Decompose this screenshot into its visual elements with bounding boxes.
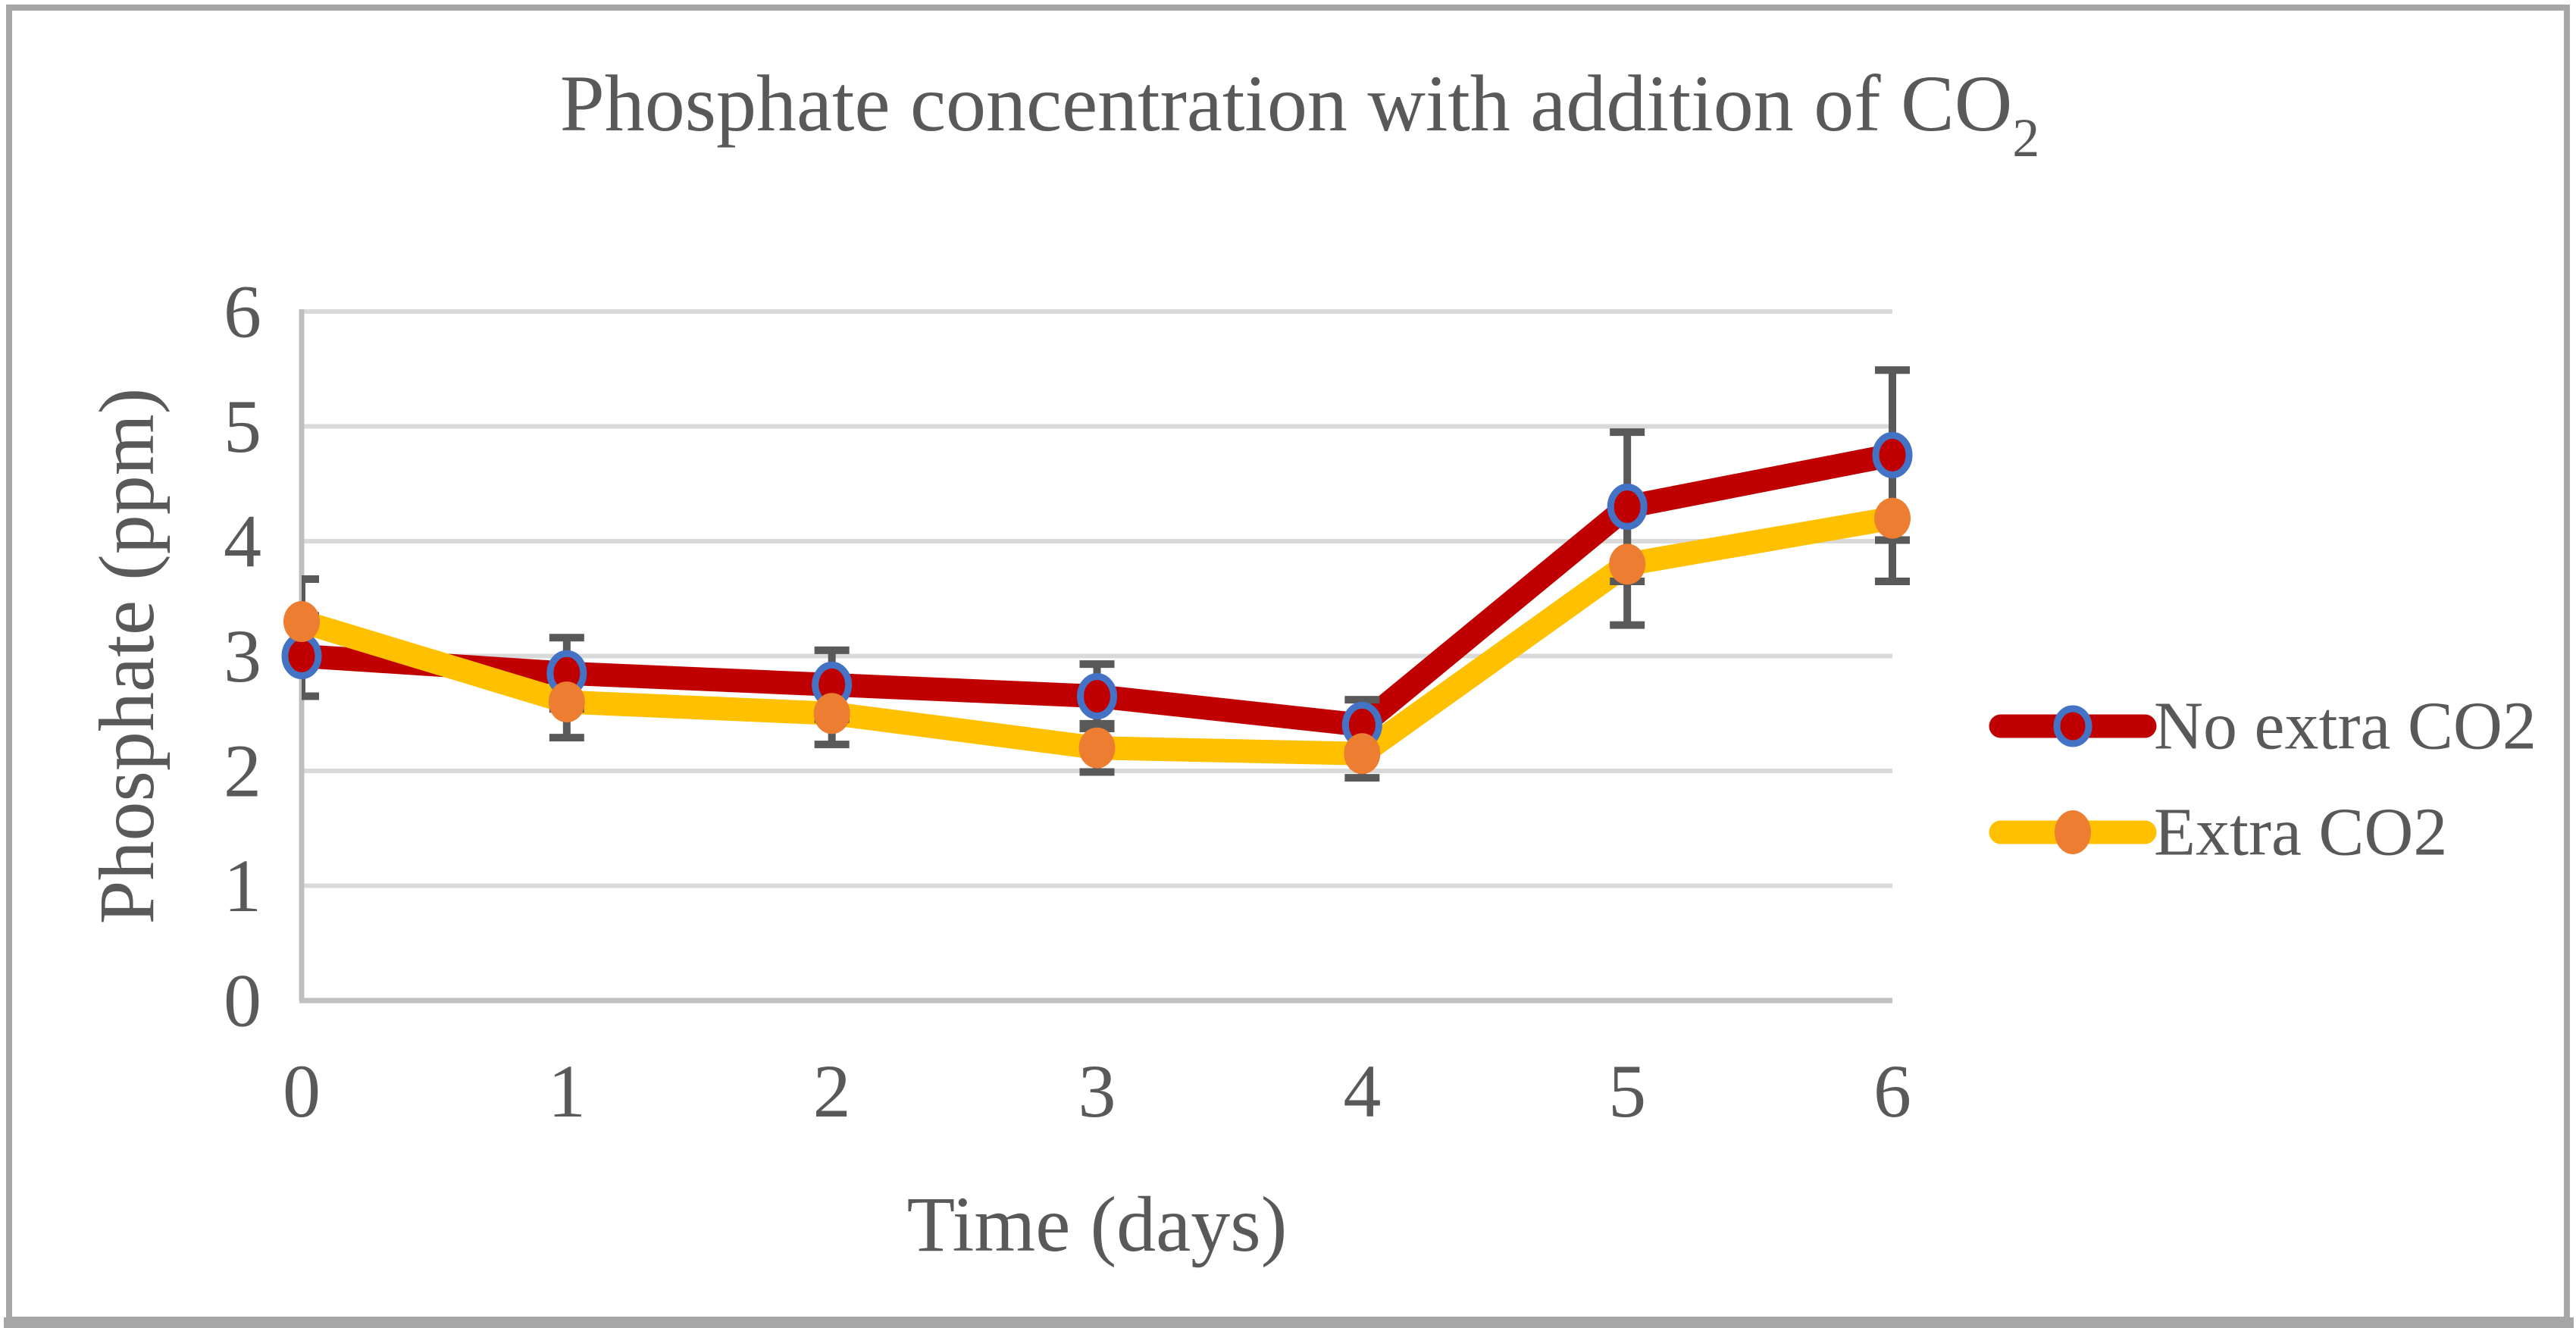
x-tick-label: 2 bbox=[813, 1049, 851, 1133]
chart-title-text: Phosphate concentration with addition of… bbox=[560, 59, 2040, 168]
legend: No extra CO2 Extra CO2 bbox=[1989, 689, 2537, 870]
data-marker-ringed bbox=[1607, 484, 1648, 531]
y-tick-label: 2 bbox=[224, 729, 261, 813]
data-marker-solid bbox=[1344, 733, 1381, 775]
legend-marker-solid bbox=[2055, 810, 2091, 854]
legend-marker-ringed bbox=[2053, 705, 2092, 747]
axis-titles: Time (days) Phosphate (ppm) bbox=[83, 388, 1287, 1268]
x-tick-label: 3 bbox=[1078, 1049, 1116, 1133]
legend-label: Extra CO2 bbox=[2154, 795, 2447, 870]
y-axis-title: Phosphate (ppm) bbox=[83, 388, 171, 925]
data-marker-solid bbox=[283, 601, 320, 643]
x-tick-label: 6 bbox=[1873, 1049, 1911, 1133]
legend-label: No extra CO2 bbox=[2154, 689, 2537, 764]
gridlines bbox=[302, 309, 1892, 888]
data-marker-ringed bbox=[281, 633, 322, 679]
y-tick-label: 4 bbox=[224, 500, 261, 584]
x-tick-label: 1 bbox=[548, 1049, 586, 1133]
data-marker-solid bbox=[1609, 543, 1646, 585]
data-marker-solid bbox=[548, 681, 585, 723]
legend-item-no-extra-co2: No extra CO2 bbox=[1989, 689, 2537, 764]
data-marker-solid bbox=[1078, 727, 1116, 769]
chart-title: Phosphate concentration with addition of… bbox=[560, 59, 2040, 168]
data-marker-ringed bbox=[1872, 431, 1913, 478]
x-axis-title: Time (days) bbox=[907, 1181, 1288, 1268]
data-marker-solid bbox=[1874, 497, 1911, 539]
y-tick-label: 5 bbox=[224, 384, 261, 468]
data-marker-solid bbox=[813, 693, 850, 734]
x-tick-label: 4 bbox=[1343, 1049, 1381, 1133]
y-tick-label: 3 bbox=[224, 614, 261, 698]
x-axis-tick-labels: 0 1 2 3 4 5 6 bbox=[283, 1049, 1911, 1133]
legend-item-extra-co2: Extra CO2 bbox=[1989, 795, 2447, 870]
y-axis-tick-labels: 0 1 2 3 4 5 6 bbox=[224, 270, 261, 1043]
y-tick-label: 1 bbox=[224, 844, 261, 928]
y-tick-label: 0 bbox=[224, 959, 261, 1043]
figure-border bbox=[4, 5, 2574, 1328]
series-markers bbox=[281, 431, 1913, 775]
y-tick-label: 6 bbox=[224, 270, 261, 354]
data-marker-ringed bbox=[1077, 673, 1117, 720]
x-tick-label: 5 bbox=[1608, 1049, 1646, 1133]
x-tick-label: 0 bbox=[283, 1049, 321, 1133]
